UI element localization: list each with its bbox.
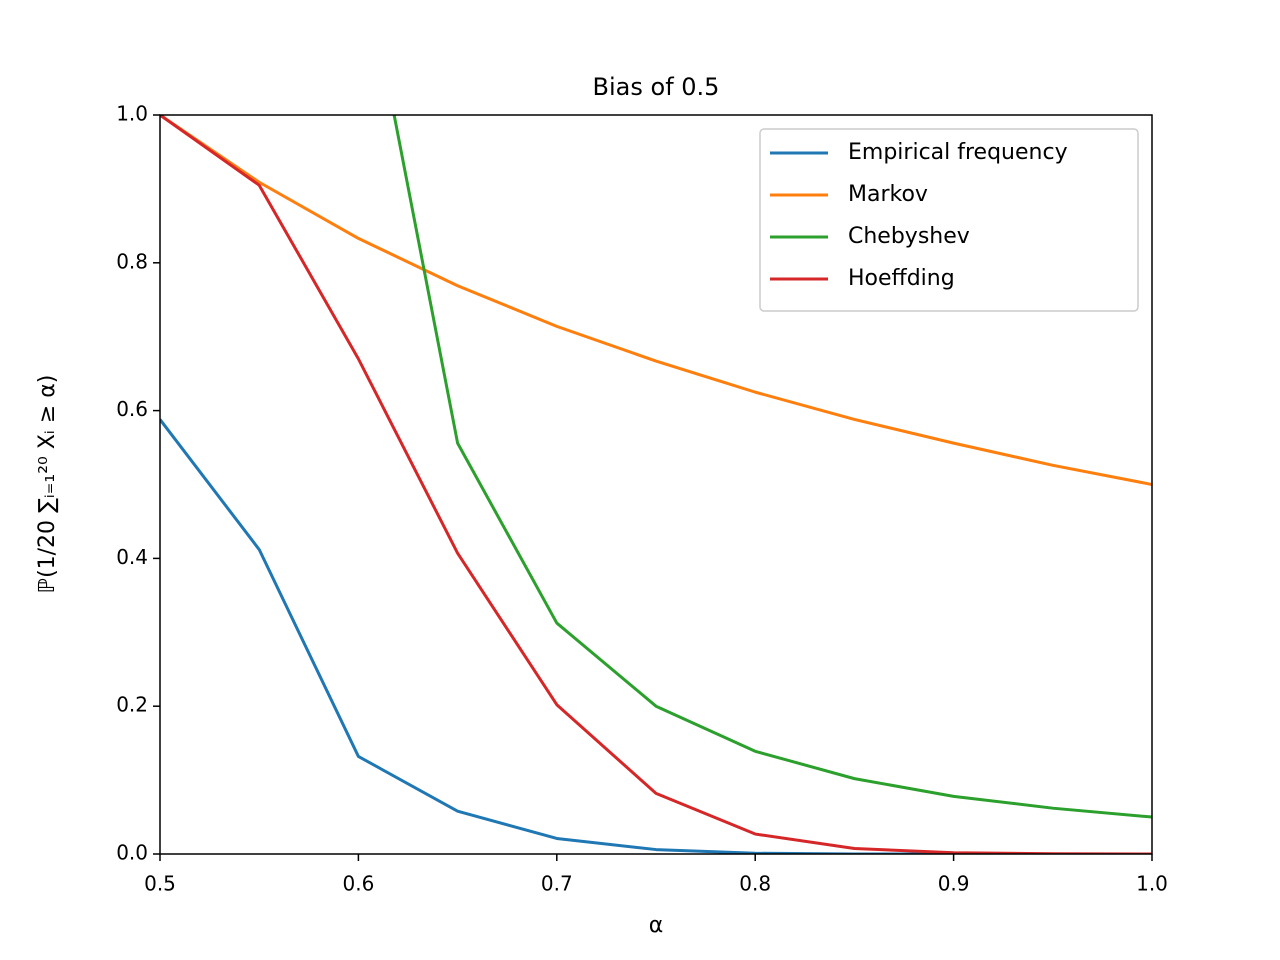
y-tick-label: 0.2 (116, 693, 148, 717)
x-tick-label: 0.5 (144, 872, 176, 896)
legend-label: Hoeffding (848, 266, 955, 291)
line (160, 115, 1152, 486)
x-tick-label: 0.8 (739, 872, 771, 896)
y-tick-label: 0.4 (116, 545, 148, 569)
line (392, 115, 1152, 819)
y-tick-label: 1.0 (116, 102, 148, 126)
legend-label: Markov (848, 182, 928, 207)
x-tick-label: 0.7 (541, 872, 573, 896)
legend-label: Empirical frequency (848, 140, 1068, 165)
x-axis-label: α (649, 913, 664, 938)
y-tick-label: 0.0 (116, 841, 148, 865)
x-tick-label: 0.9 (938, 872, 970, 896)
line (160, 418, 1152, 854)
plot-frame (159, 114, 1153, 855)
x-tick-label: 0.6 (342, 872, 374, 896)
y-tick-label: 0.8 (116, 249, 148, 273)
chart-title: Bias of 0.5 (593, 73, 720, 101)
legend-label: Chebyshev (848, 224, 970, 249)
legend-box (759, 128, 1139, 312)
y-axis-label: ℙ(1/20 ∑ᵢ₌₁²⁰ Xᵢ ≥ α) (35, 375, 60, 594)
y-tick-label: 0.6 (116, 397, 148, 421)
x-tick-label: 1.0 (1136, 872, 1168, 896)
line (160, 115, 1152, 854)
